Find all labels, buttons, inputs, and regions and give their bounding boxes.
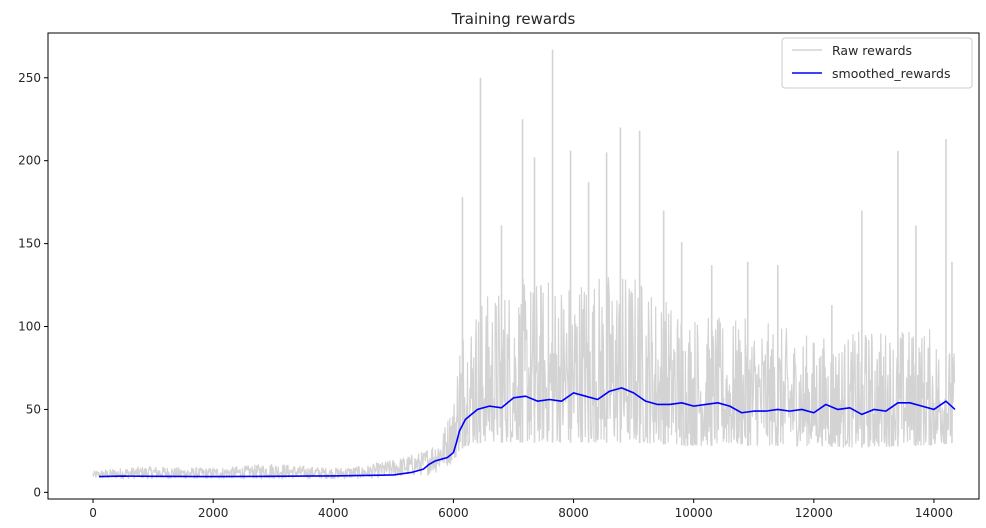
x-tick-label: 14000 [915,506,953,520]
x-tick-label: 0 [89,506,97,520]
smoothed-rewards-line [99,387,956,478]
chart-title: Training rewards [451,10,576,28]
plot-frame [47,32,980,500]
legend-label-raw-rewards: Raw rewards [832,43,912,58]
legend-label-smoothed-rewards: smoothed_rewards [832,66,951,81]
x-tick-label: 12000 [795,506,833,520]
x-tick-label: 4000 [318,506,349,520]
x-tick-label: 8000 [558,506,589,520]
legend: Raw rewards smoothed_rewards [781,37,973,89]
y-axis: 0 50 100 150 200 250 [18,71,48,499]
y-tick-label: 100 [18,320,41,334]
smoothed-rewards-series [99,387,956,478]
y-tick-label: 0 [33,485,41,499]
y-tick-label: 200 [18,154,41,168]
y-tick-label: 50 [26,402,41,416]
y-tick-label: 250 [18,71,41,85]
y-tick-label: 150 [18,237,41,251]
raw-rewards-line [92,276,956,481]
x-axis: 0 2000 4000 6000 8000 10000 12000 14000 [89,499,953,520]
legend-box [781,37,973,89]
x-tick-label: 6000 [438,506,469,520]
x-tick-label: 10000 [675,506,713,520]
x-tick-label: 2000 [198,506,229,520]
